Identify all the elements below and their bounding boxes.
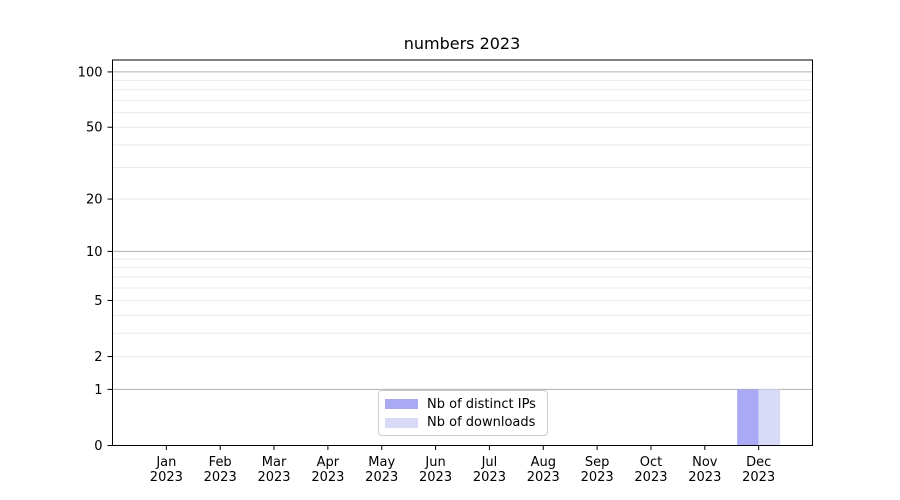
legend-label-distinct-ips: Nb of distinct IPs	[427, 396, 536, 412]
x-tick-label-month: Jun	[424, 455, 445, 470]
x-tick-label-month: Dec	[746, 455, 771, 470]
x-tick-label-month: Jul	[481, 455, 498, 470]
x-tick-label-month: Sep	[585, 455, 610, 470]
legend-item-distinct-ips: Nb of distinct IPs	[385, 395, 540, 414]
y-tick-label: 10	[86, 245, 103, 260]
y-tick-label: 20	[86, 193, 103, 208]
chart-title: numbers 2023	[403, 34, 521, 53]
y-tick-label: 5	[94, 294, 102, 309]
bar-dec-series0	[737, 389, 759, 446]
x-tick-label-month: Feb	[209, 455, 232, 470]
bar-dec-series1	[758, 389, 781, 446]
y-tick-label: 1	[94, 383, 102, 398]
x-tick-label-year: 2023	[311, 470, 344, 485]
x-tick-label-year: 2023	[581, 470, 614, 485]
x-tick-label-year: 2023	[150, 470, 183, 485]
legend-label-downloads: Nb of downloads	[427, 415, 536, 431]
x-tick-label-year: 2023	[204, 470, 237, 485]
y-tick-label: 100	[78, 65, 103, 80]
x-tick-label-year: 2023	[365, 470, 398, 485]
y-tick-label: 2	[94, 350, 102, 365]
axes-box	[112, 59, 813, 446]
x-tick-label-month: Mar	[262, 455, 287, 470]
x-tick-label-month: Jan	[155, 455, 176, 470]
x-tick-label-year: 2023	[419, 470, 452, 485]
x-tick-label-year: 2023	[742, 470, 775, 485]
legend: Nb of distinct IPs Nb of downloads	[378, 390, 548, 436]
legend-swatch-distinct-ips-icon	[385, 399, 418, 410]
plot-background	[112, 60, 813, 446]
x-tick-label-month: Apr	[317, 455, 340, 470]
x-tick-label-year: 2023	[473, 470, 506, 485]
legend-item-downloads: Nb of downloads	[385, 414, 540, 433]
y-tick-label: 0	[94, 439, 102, 454]
x-tick-label-year: 2023	[527, 470, 560, 485]
x-tick-label-month: Aug	[531, 455, 556, 470]
x-tick-label-month: Nov	[692, 455, 718, 470]
x-tick-label-month: May	[368, 455, 395, 470]
legend-swatch-downloads-icon	[385, 417, 418, 428]
x-tick-label-month: Oct	[640, 455, 662, 470]
x-tick-label-year: 2023	[257, 470, 290, 485]
y-tick-label: 50	[86, 121, 103, 136]
x-tick-label-year: 2023	[688, 470, 721, 485]
x-tick-label-year: 2023	[634, 470, 667, 485]
